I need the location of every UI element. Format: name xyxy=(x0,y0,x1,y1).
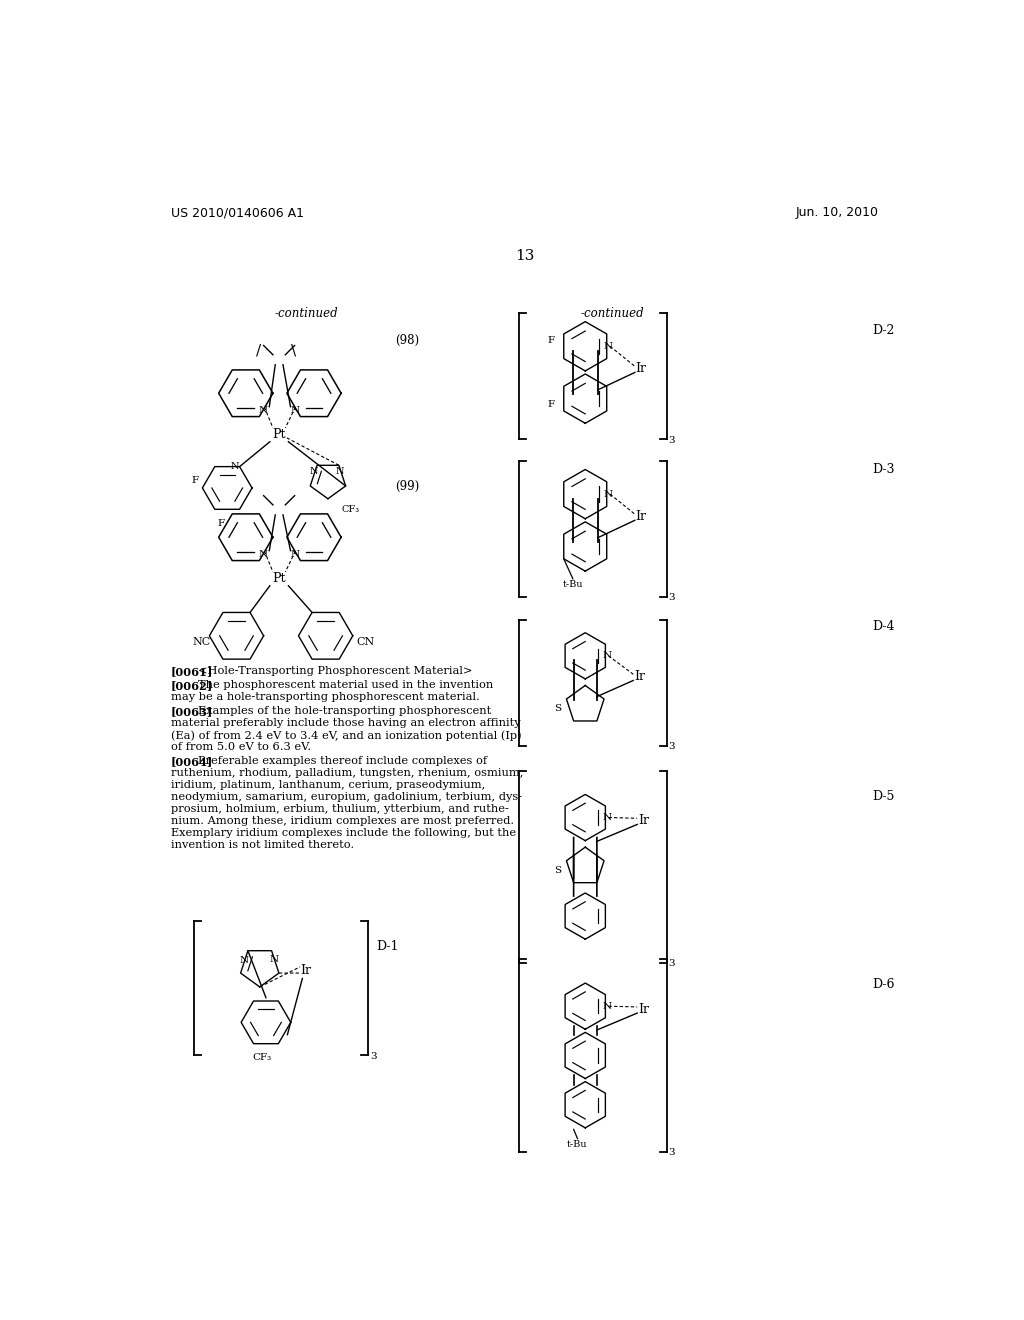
Text: CN: CN xyxy=(356,638,375,647)
Text: US 2010/0140606 A1: US 2010/0140606 A1 xyxy=(171,206,304,219)
Text: F: F xyxy=(547,335,554,345)
Text: N: N xyxy=(258,405,267,414)
Text: The phosphorescent material used in the invention: The phosphorescent material used in the … xyxy=(198,680,493,690)
Text: Ir: Ir xyxy=(638,1003,649,1016)
Text: Ir: Ir xyxy=(636,510,646,523)
Text: t-Bu: t-Bu xyxy=(567,1140,588,1150)
Text: [0063]: [0063] xyxy=(171,706,213,717)
Text: nium. Among these, iridium complexes are most preferred.: nium. Among these, iridium complexes are… xyxy=(171,816,514,826)
Text: D-6: D-6 xyxy=(872,978,895,991)
Text: Exemplary iridium complexes include the following, but the: Exemplary iridium complexes include the … xyxy=(171,828,516,838)
Text: t-Bu: t-Bu xyxy=(562,581,583,589)
Text: iridium, platinum, lanthanum, cerium, praseodymium,: iridium, platinum, lanthanum, cerium, pr… xyxy=(171,780,485,791)
Text: neodymium, samarium, europium, gadolinium, terbium, dys-: neodymium, samarium, europium, gadoliniu… xyxy=(171,792,522,803)
Text: D-4: D-4 xyxy=(872,620,895,634)
Text: D-2: D-2 xyxy=(872,323,894,337)
Text: \: \ xyxy=(291,343,296,358)
Text: S: S xyxy=(554,705,561,713)
Text: (99): (99) xyxy=(395,480,420,494)
Text: N: N xyxy=(604,490,613,499)
Text: N: N xyxy=(309,466,318,475)
Text: Preferable examples thereof include complexes of: Preferable examples thereof include comp… xyxy=(198,756,486,767)
Text: material preferably include those having an electron affinity: material preferably include those having… xyxy=(171,718,520,729)
Text: N: N xyxy=(604,342,613,351)
Text: invention is not limited thereto.: invention is not limited thereto. xyxy=(171,840,353,850)
Text: prosium, holmium, erbium, thulium, ytterbium, and ruthe-: prosium, holmium, erbium, thulium, ytter… xyxy=(171,804,509,814)
Text: 3: 3 xyxy=(669,594,675,602)
Text: 3: 3 xyxy=(669,1148,675,1156)
Text: N: N xyxy=(290,549,299,558)
Text: /: / xyxy=(256,343,261,358)
Text: N: N xyxy=(335,466,344,475)
Text: F: F xyxy=(191,475,199,484)
Text: Examples of the hole-transporting phosphorescent: Examples of the hole-transporting phosph… xyxy=(198,706,490,717)
Text: Pt: Pt xyxy=(272,572,286,585)
Text: Ir: Ir xyxy=(301,964,311,977)
Text: F: F xyxy=(547,400,554,409)
Text: D-5: D-5 xyxy=(872,789,894,803)
Text: 13: 13 xyxy=(515,249,535,263)
Text: -continued: -continued xyxy=(581,308,644,319)
Text: of from 5.0 eV to 6.3 eV.: of from 5.0 eV to 6.3 eV. xyxy=(171,742,310,752)
Text: Ir: Ir xyxy=(638,814,649,828)
Text: NC: NC xyxy=(193,638,211,647)
Text: may be a hole-transporting phosphorescent material.: may be a hole-transporting phosphorescen… xyxy=(171,692,479,702)
Text: N: N xyxy=(602,813,611,822)
Text: N: N xyxy=(258,549,267,558)
Text: [0064]: [0064] xyxy=(171,756,213,767)
Text: [0062]: [0062] xyxy=(171,680,213,692)
Text: ruthenium, rhodium, palladium, tungsten, rhenium, osmium,: ruthenium, rhodium, palladium, tungsten,… xyxy=(171,768,523,779)
Text: N: N xyxy=(240,956,249,965)
Text: (98): (98) xyxy=(395,334,420,347)
Text: D-1: D-1 xyxy=(376,940,398,953)
Text: <Hole-Transporting Phosphorescent Material>: <Hole-Transporting Phosphorescent Materi… xyxy=(198,665,472,676)
Text: CF₃: CF₃ xyxy=(342,506,360,513)
Text: Jun. 10, 2010: Jun. 10, 2010 xyxy=(796,206,879,219)
Text: Ir: Ir xyxy=(634,671,645,684)
Text: N: N xyxy=(230,462,240,471)
Text: 3: 3 xyxy=(669,742,675,751)
Text: D-3: D-3 xyxy=(872,462,895,475)
Text: CF₃: CF₃ xyxy=(253,1053,271,1063)
Text: Ir: Ir xyxy=(636,362,646,375)
Text: 3: 3 xyxy=(370,1052,377,1060)
Text: N: N xyxy=(290,405,299,414)
Text: (Ea) of from 2.4 eV to 3.4 eV, and an ionization potential (Ip): (Ea) of from 2.4 eV to 3.4 eV, and an io… xyxy=(171,730,521,741)
Text: -continued: -continued xyxy=(274,308,338,319)
Text: 3: 3 xyxy=(669,436,675,445)
Text: N: N xyxy=(602,651,611,660)
Text: 3: 3 xyxy=(669,960,675,968)
Text: N: N xyxy=(269,954,279,964)
Text: F: F xyxy=(217,519,224,528)
Text: S: S xyxy=(554,866,561,875)
Text: [0061]: [0061] xyxy=(171,665,213,677)
Text: N: N xyxy=(602,1002,611,1011)
Text: Pt: Pt xyxy=(272,428,286,441)
